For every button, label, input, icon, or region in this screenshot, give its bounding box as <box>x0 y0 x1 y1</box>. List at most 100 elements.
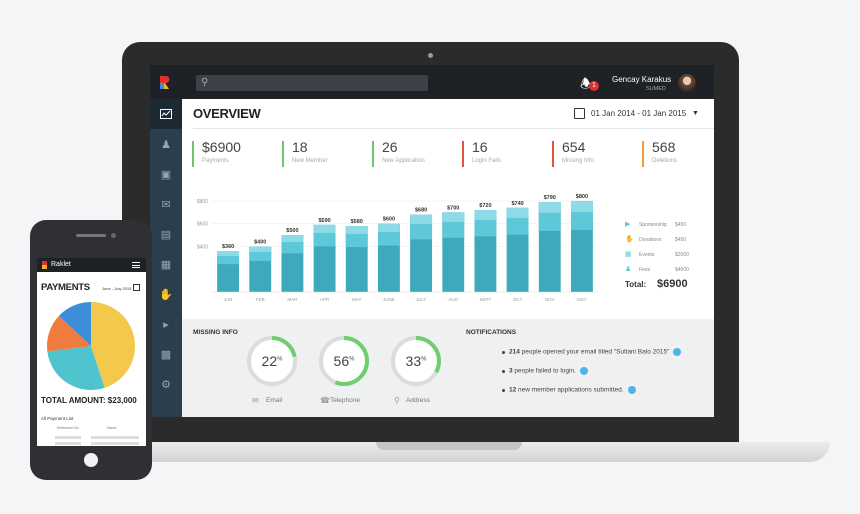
dashboard-screen: ⚲ 🕭 1 Gencay Karakus SUMED ♟ ▣ ✉ ▤ ▦ ✋ ▸… <box>150 65 714 417</box>
notification-count: 12 <box>509 386 517 394</box>
x-tick-label: JAN <box>224 297 233 302</box>
bars-icon[interactable]: ▩ <box>160 348 172 361</box>
handshake-icon[interactable]: ✋ <box>159 288 173 301</box>
y-tick-label: $800 <box>197 199 208 205</box>
legend-fees: ♟ Fees $4000 <box>625 266 705 275</box>
x-tick-label: DEC <box>577 297 587 302</box>
user-name[interactable]: Gencay Karakus <box>612 75 672 84</box>
donut-address: 33% <box>388 333 444 389</box>
donut-fill <box>391 336 441 386</box>
date-range[interactable]: 01 Jan 2014 - 01 Jan 2015 <box>591 109 687 118</box>
arrow-right-icon[interactable] <box>579 367 588 375</box>
data-label: $800 <box>576 194 588 200</box>
calendar-icon[interactable] <box>574 108 585 119</box>
x-tick-label: AUG <box>448 297 458 302</box>
arrow-right-icon[interactable] <box>673 348 682 356</box>
donut-percent: 33% <box>405 353 427 369</box>
pie-slice-donations <box>47 315 91 352</box>
data-label: $580 <box>351 219 363 225</box>
list-item[interactable] <box>55 436 81 439</box>
bar-segment <box>217 251 240 256</box>
mail-icon: ✉ <box>252 396 259 405</box>
hamburger-menu-icon[interactable] <box>132 262 140 268</box>
megaphone-icon[interactable]: ▸ <box>163 318 169 331</box>
stat-value: 654 <box>562 139 586 155</box>
members-icon[interactable]: ♟ <box>161 138 171 151</box>
calendar-icon[interactable] <box>133 284 140 291</box>
donut-telephone: 56% <box>316 333 372 389</box>
x-tick-label: MAY <box>352 297 361 302</box>
x-tick-label: APR <box>320 297 330 302</box>
dashboard-icon[interactable] <box>150 99 182 129</box>
stat-label: New Application <box>382 158 425 164</box>
monitor-icon[interactable]: ▣ <box>160 168 172 181</box>
list-item[interactable] <box>91 436 139 439</box>
donut-fill <box>319 336 369 386</box>
notification-badge: 1 <box>589 81 599 91</box>
list-item[interactable] <box>55 442 81 445</box>
x-tick-label: JULY <box>416 297 427 302</box>
donut-percent: 56% <box>333 353 355 369</box>
notification-item[interactable]: 3 people failed to login. <box>502 367 588 375</box>
location-icon: ⚲ <box>394 396 400 405</box>
mail-icon[interactable]: ✉ <box>161 198 171 211</box>
avatar[interactable] <box>678 74 696 92</box>
legend-name: Sponsorship <box>639 222 667 228</box>
bar-segment <box>442 212 465 222</box>
stat-new-application: 26 New Application <box>372 139 425 167</box>
stat-label: Payments <box>202 158 229 164</box>
data-label: $590 <box>318 218 330 224</box>
stat-label: New Member <box>292 158 328 164</box>
stat-value: $6900 <box>202 139 241 155</box>
notification-count: 3 <box>509 367 513 375</box>
bullet <box>502 350 505 354</box>
stat-login-fails: 16 Login Fails <box>462 139 501 167</box>
settings-icon[interactable]: ⚙ <box>161 378 171 391</box>
donut-label: Address <box>406 397 430 404</box>
bullet <box>502 369 505 373</box>
arrow-right-icon[interactable] <box>627 386 636 394</box>
bar-segment <box>506 207 529 218</box>
phone-home-button[interactable] <box>84 453 98 467</box>
notification-item[interactable]: 12 new member applications submitted. <box>502 386 636 394</box>
user-org: SUMED <box>646 86 666 92</box>
search-input[interactable]: ⚲ <box>196 75 428 91</box>
notification-item[interactable]: 214 people opened your email titled "Sul… <box>502 348 682 356</box>
bottom-panel: MISSING INFO 22% 56% 33% ✉ Email ☎ Telep… <box>182 319 714 417</box>
total-value: $6900 <box>657 278 688 290</box>
legend-donations: ✋ Donations $450 <box>625 236 705 245</box>
documents-icon[interactable]: ▤ <box>160 228 172 241</box>
payments-bar-chart: $400 $600 $800 $360 JAN $400 FEB $500 MAR $590 APR… <box>197 194 598 302</box>
notifications-title: NOTIFICATIONS <box>466 329 517 336</box>
bell-icon[interactable]: 🕭 <box>580 76 592 91</box>
stat-value: 26 <box>382 139 398 155</box>
chevron-down-icon[interactable]: ▼ <box>692 110 699 117</box>
legend-name: Events <box>639 252 655 258</box>
list-item[interactable] <box>91 442 139 445</box>
notification-text: new member applications submitted. <box>516 386 624 394</box>
payment-list-title: All Payment List <box>41 416 74 421</box>
phone-screen: Raklet PAYMENTS June - July 2015 TOTAL A… <box>37 258 146 446</box>
legend-value: $450 <box>675 237 687 243</box>
x-tick-label: JUNE <box>383 297 395 302</box>
data-label: $360 <box>222 244 234 250</box>
column-header: Reference No <box>57 426 79 430</box>
bar-segment <box>538 202 561 213</box>
fees-icon: ♟ <box>625 266 632 273</box>
stat-value: 568 <box>652 139 676 155</box>
phone-top-bar: Raklet <box>37 258 146 272</box>
donut-ring <box>247 336 297 386</box>
notification-text: people opened your email titled "Sultani… <box>519 348 670 356</box>
bullet <box>502 388 505 392</box>
missing-info-title: MISSING INFO <box>193 329 238 336</box>
stat-label: Missing Info <box>562 158 595 164</box>
search-icon: ⚲ <box>201 77 209 88</box>
stat-deletions: 568 Deletions <box>642 139 677 167</box>
legend-events: ▦ Events $2000 <box>625 251 705 260</box>
page-title: OVERVIEW <box>193 106 261 121</box>
legend-name: Donations <box>639 237 662 243</box>
notification-text: people failed to login. <box>512 367 576 375</box>
calendar-icon[interactable]: ▦ <box>160 258 172 271</box>
pie-slice-fees <box>91 302 135 388</box>
